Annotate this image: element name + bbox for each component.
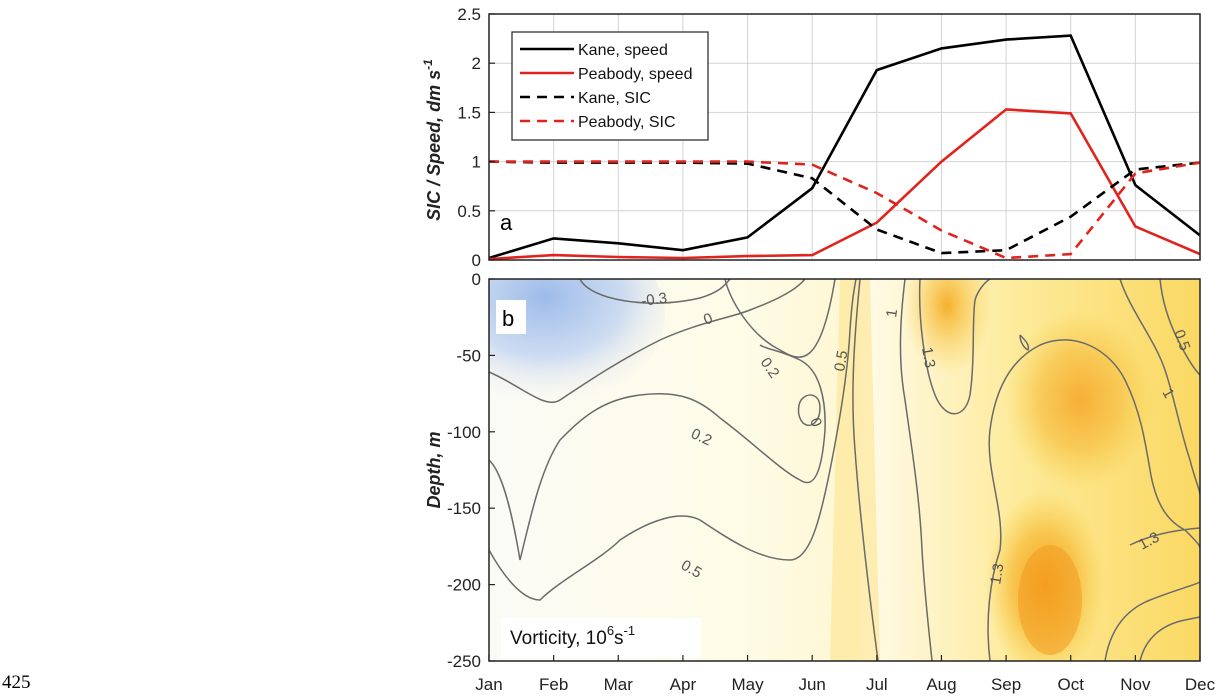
series-line: [489, 160, 1200, 255]
vorticity-field: [489, 279, 1200, 661]
panel-a: 0 0.5 1 1.5 2 2.5 a SIC / Speed, dm s-1 Kane,…: [421, 5, 1201, 270]
negative-vorticity-blob: [489, 279, 665, 405]
x-tick-label: Aug: [926, 675, 956, 694]
contour-1.3-aug: [918, 279, 991, 415]
panel-b-label: b: [502, 306, 514, 331]
x-tick-label: Jun: [798, 675, 825, 694]
contour-0.2-left: [489, 344, 826, 561]
x-tick-label: Sep: [991, 675, 1021, 694]
x-tick-label: Dec: [1185, 675, 1216, 694]
y-tick-label: 0.5: [457, 202, 481, 221]
legend: Kane, speed Peabody, speed Kane, SIC Peabod…: [511, 31, 709, 141]
contour-0.2-top: [724, 279, 836, 358]
series-line: [489, 34, 1200, 260]
y-tick-label: 0: [472, 251, 481, 270]
y-tick-label: 1.5: [457, 103, 481, 122]
contour-right-lower: [1104, 581, 1200, 661]
panel-a-series: [489, 34, 1200, 260]
contour-1.3-lower-right: [1129, 527, 1200, 546]
contour-minus-0.3: [579, 279, 731, 304]
page-number: 425: [2, 672, 31, 693]
contour-right-lower-2: [1139, 616, 1200, 661]
contour-label: 1.3: [918, 346, 938, 369]
panel-a-label: a: [500, 210, 513, 235]
contour-0.5-mid: [852, 279, 879, 661]
contour-label: 0.5: [1170, 328, 1193, 353]
x-tick-label: Jan: [475, 675, 502, 694]
x-tick-label: Oct: [1058, 675, 1085, 694]
high-vorticity-blob-oct-upper: [1005, 310, 1155, 490]
y-tick-label: 1: [472, 153, 481, 172]
vorticity-annotation: Vorticity, 106s-1: [510, 623, 635, 649]
panel-a-frame: [488, 13, 1201, 261]
series-line: [489, 108, 1200, 260]
contour-label: 1.3: [987, 562, 1007, 585]
y-tick-label: -250: [447, 652, 481, 671]
x-tick-label: Nov: [1120, 675, 1151, 694]
panel-b-label-box: [496, 300, 526, 334]
panel-a-y-axis-label: SIC / Speed, dm s-1: [421, 59, 444, 221]
x-tick-label: Feb: [539, 675, 568, 694]
y-tick-label: -200: [447, 576, 481, 595]
legend-label: Kane, speed: [578, 42, 668, 59]
y-tick-label: -50: [456, 346, 481, 365]
contour-tiny-loop: [1019, 334, 1030, 352]
series-line: [489, 160, 1200, 260]
panel-b-x-ticks: Jan Feb Mar Apr May Jun Jul Aug Sep Oct Nov Dec: [475, 655, 1216, 694]
panel-b-frame: [488, 278, 1201, 662]
y-tick-label: 2.5: [457, 5, 481, 24]
high-vorticity-blob-oct-core: [1018, 545, 1082, 655]
panel-a-y-ticks: 0 0.5 1 1.5 2 2.5: [457, 5, 495, 270]
x-tick-label: Mar: [604, 675, 634, 694]
legend-items: Kane, speed Peabody, speed Kane, SIC Peabod…: [520, 42, 692, 131]
contour-label: -0.3: [640, 290, 668, 310]
panel-b-y-ticks: 0 -50 -100 -150 -200 -250: [447, 270, 495, 671]
panel-b: -0.3 0 0.2 0 0.2 0.5 0.5 1 1.3 1.3 1.3 1…: [424, 270, 1216, 694]
field-transition-band: [830, 279, 880, 661]
contour-zero-small-loop: [797, 394, 821, 427]
x-tick-label: Apr: [670, 675, 697, 694]
contour-1.3-oct: [987, 339, 1200, 661]
vorticity-annotation-box: [501, 618, 701, 658]
y-tick-label: 2: [472, 54, 481, 73]
contour-lines: [489, 279, 1200, 661]
legend-label: Peabody, speed: [578, 66, 692, 83]
contour-label: 0.5: [831, 349, 851, 372]
panel-b-y-axis-label: Depth, m: [424, 431, 444, 508]
legend-label: Peabody, SIC: [578, 114, 676, 131]
x-tick-label: May: [731, 675, 764, 694]
y-tick-label: 0: [472, 270, 481, 289]
contour-label: 1: [883, 308, 901, 319]
y-tick-label: -150: [447, 499, 481, 518]
y-tick-label: -100: [447, 423, 481, 442]
contour-0.5-left: [489, 279, 857, 601]
contour-1-mid: [899, 279, 933, 661]
x-tick-label: Jul: [866, 675, 888, 694]
legend-label: Kane, SIC: [578, 90, 651, 107]
contour-0.5-right: [1159, 279, 1200, 376]
contour-zero-upper: [489, 279, 806, 403]
contour-1-right: [1119, 279, 1200, 496]
